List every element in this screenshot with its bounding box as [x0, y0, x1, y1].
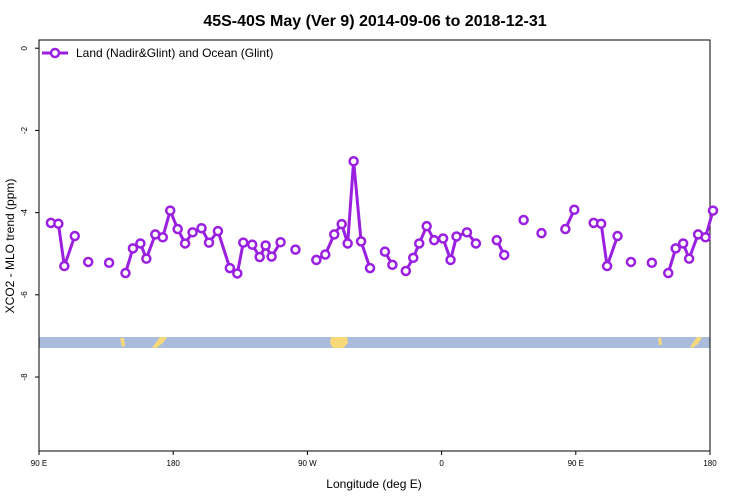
data-point	[677, 238, 689, 249]
series-line-segment	[605, 234, 620, 268]
data-point	[470, 238, 482, 249]
data-point	[445, 254, 456, 266]
ocean-band	[39, 337, 710, 348]
data-point	[246, 239, 258, 250]
data-point	[224, 262, 236, 274]
y-tick-label: -2	[20, 126, 29, 134]
x-tick-label: 90 W	[298, 459, 317, 468]
data-point	[700, 232, 711, 243]
data-point	[355, 236, 367, 247]
data-point	[320, 249, 331, 260]
series-line-segment	[599, 222, 609, 268]
data-point	[203, 237, 215, 248]
data-point	[595, 218, 607, 229]
data-point	[670, 243, 681, 254]
data-point	[498, 249, 510, 261]
data-point	[290, 244, 301, 255]
data-point	[141, 253, 152, 264]
data-point	[707, 205, 719, 216]
data-point	[536, 227, 547, 239]
data-point	[560, 223, 571, 235]
data-point	[266, 251, 277, 262]
data-point	[437, 233, 449, 244]
x-axis-label: Longitude (deg E)	[326, 477, 421, 491]
y-axis: 0 -2 -4 -6 -8	[20, 45, 39, 381]
data-point	[135, 238, 146, 249]
series-line-segment	[352, 159, 363, 243]
y-axis-label: XCO2 - MLO trend (ppm)	[3, 179, 17, 314]
data-point	[379, 246, 391, 257]
data-point	[69, 230, 81, 242]
data-point	[336, 218, 347, 230]
data-point	[254, 251, 265, 263]
data-point	[662, 267, 674, 279]
data-point	[646, 257, 658, 269]
data-point	[348, 155, 359, 167]
land-patch	[658, 338, 662, 345]
series-line-segment	[216, 229, 232, 270]
y-tick-label: -8	[20, 373, 29, 381]
series-layer	[45, 155, 719, 279]
data-point	[408, 252, 419, 264]
data-point	[164, 205, 176, 216]
map-strip	[39, 337, 710, 348]
data-point	[413, 238, 425, 249]
x-tick-label: 180	[167, 459, 181, 468]
data-point	[179, 238, 191, 249]
x-tick-label: 90 E	[31, 459, 47, 468]
y-tick-label: -4	[20, 209, 29, 217]
data-point	[172, 223, 183, 235]
data-point	[311, 254, 322, 266]
data-point	[491, 234, 503, 246]
data-point	[601, 260, 613, 272]
data-point	[400, 265, 412, 277]
data-point	[103, 257, 115, 269]
data-point	[342, 238, 353, 249]
data-point	[157, 232, 169, 243]
data-point	[328, 229, 340, 240]
data-point	[196, 222, 207, 234]
series-line-segment	[62, 234, 77, 268]
data-point	[683, 253, 695, 264]
legend: Land (Nadir&Glint) and Ocean (Glint)	[42, 46, 273, 60]
data-point	[612, 230, 623, 242]
x-tick-label: 180	[703, 459, 717, 468]
data-point	[260, 240, 271, 251]
data-point	[625, 256, 637, 268]
data-point	[364, 262, 376, 274]
data-point	[82, 256, 94, 268]
data-point	[59, 260, 70, 272]
land-patch	[152, 337, 167, 348]
series-line-segment	[56, 222, 66, 268]
land-patch	[330, 337, 348, 348]
land-patch	[120, 338, 125, 347]
plot-frame	[38, 39, 711, 452]
data-point	[451, 231, 462, 242]
x-tick-label: 90 E	[568, 459, 584, 468]
x-axis: 90 E 180 90 W 0 90 E 180	[31, 451, 717, 468]
data-point	[238, 237, 249, 248]
legend-marker	[49, 47, 61, 59]
data-point	[428, 234, 440, 246]
data-point	[232, 268, 243, 279]
x-tick-label: 0	[439, 459, 444, 468]
y-tick-label: 0	[20, 45, 29, 50]
data-point	[212, 225, 224, 237]
land-patch	[690, 337, 702, 348]
data-point	[461, 227, 473, 238]
data-point	[53, 218, 64, 229]
data-point	[569, 204, 580, 215]
data-point	[275, 236, 286, 248]
data-point	[127, 243, 139, 254]
data-point	[518, 214, 529, 226]
data-point	[387, 259, 398, 271]
data-point	[187, 227, 198, 238]
data-point	[120, 267, 131, 279]
data-point	[421, 220, 432, 232]
y-tick-label: -6	[20, 291, 29, 299]
legend-label: Land (Nadir&Glint) and Ocean (Glint)	[76, 46, 273, 60]
chart-title: 45S-40S May (Ver 9) 2014-09-06 to 2018-1…	[203, 13, 546, 30]
series-line-segment	[346, 159, 356, 245]
